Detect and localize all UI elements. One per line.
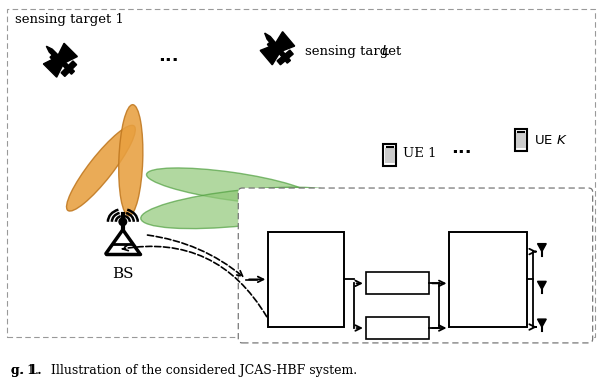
Text: $\mathbf{W}$: $\mathbf{W}$ [297, 302, 315, 318]
Bar [365, 273, 429, 294]
Polygon shape [61, 68, 69, 76]
Ellipse shape [146, 168, 314, 204]
Polygon shape [277, 57, 285, 65]
Polygon shape [276, 32, 295, 51]
FancyBboxPatch shape [238, 188, 592, 343]
Text: RF chain: RF chain [373, 323, 422, 333]
Text: $N$: $N$ [564, 262, 577, 278]
Text: RF chain: RF chain [373, 278, 422, 288]
Text: $\vdots$: $\vdots$ [385, 298, 395, 314]
Bar [516, 134, 526, 148]
Polygon shape [538, 319, 546, 327]
Text: sensing target: sensing target [305, 44, 406, 58]
Ellipse shape [67, 125, 135, 211]
Polygon shape [69, 61, 76, 69]
Ellipse shape [119, 105, 143, 216]
Polygon shape [43, 58, 63, 77]
Text: $L$: $L$ [380, 44, 389, 58]
Text: UE 1: UE 1 [403, 147, 436, 160]
Text: $M$: $M$ [398, 298, 413, 314]
Text: ...: ... [451, 139, 471, 157]
Polygon shape [260, 46, 279, 65]
Bar [7, 9, 595, 337]
Bar [365, 317, 429, 339]
Bar [385, 148, 394, 163]
Polygon shape [538, 244, 546, 252]
Bar [268, 232, 344, 327]
Bar [449, 232, 527, 327]
Text: precoder: precoder [279, 271, 333, 284]
Polygon shape [50, 55, 58, 62]
Text: BS: BS [112, 267, 134, 281]
Text: $\mathbf{s}$: $\mathbf{s}$ [246, 258, 256, 273]
Text: g. 1.   Illustration of the considered JCAS-HBF system.: g. 1. Illustration of the considered JCA… [11, 364, 358, 377]
Polygon shape [285, 50, 293, 58]
Text: Analog: Analog [467, 256, 509, 269]
Text: sensing target 1: sensing target 1 [15, 13, 124, 26]
Text: $\mathbf{F}$: $\mathbf{F}$ [483, 302, 494, 318]
Bar [515, 129, 527, 151]
Polygon shape [267, 42, 275, 49]
Ellipse shape [141, 187, 344, 229]
Text: precoder: precoder [461, 271, 515, 284]
Polygon shape [265, 33, 290, 63]
Text: g. 1.: g. 1. [11, 364, 42, 377]
Text: $\vdots$: $\vdots$ [549, 259, 559, 274]
Polygon shape [538, 281, 546, 289]
Bar [383, 144, 396, 166]
Text: UE $K$: UE $K$ [534, 134, 568, 147]
Text: ...: ... [158, 47, 179, 65]
Polygon shape [58, 43, 78, 63]
Circle shape [119, 218, 126, 225]
Polygon shape [46, 46, 75, 74]
Text: Digital: Digital [286, 256, 326, 269]
